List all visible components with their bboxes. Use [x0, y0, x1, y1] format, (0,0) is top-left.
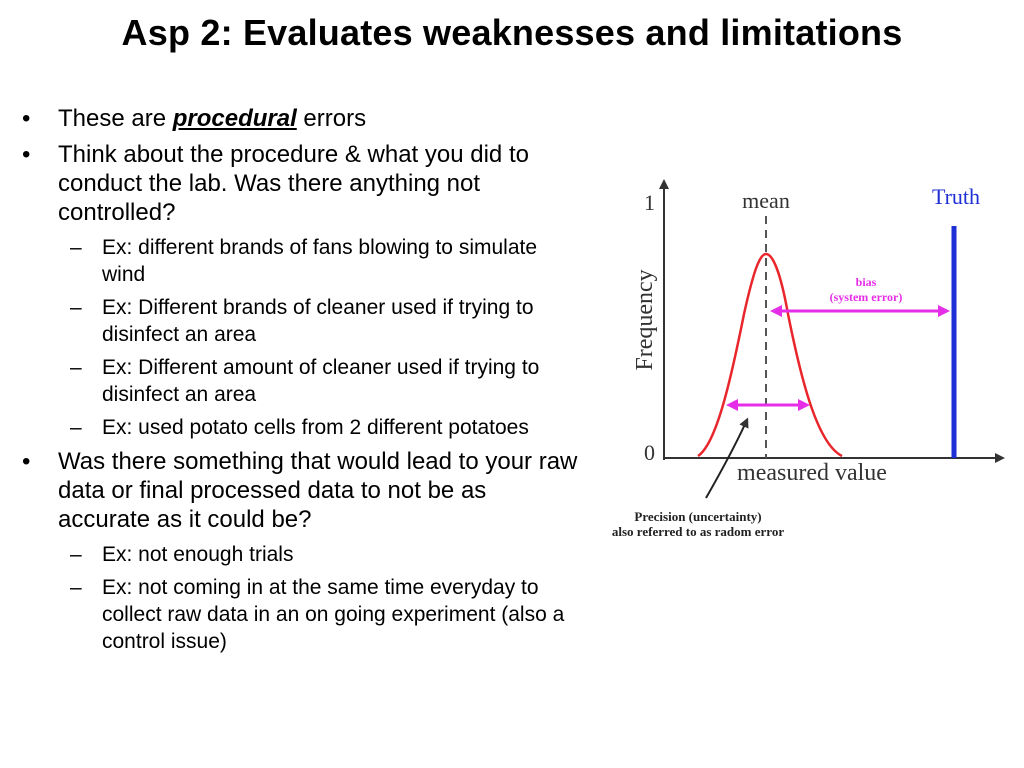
bullet-marker: • [22, 105, 31, 132]
dash-marker: – [70, 543, 82, 566]
sub-bullet-item: – Ex: used potato cells from 2 different… [22, 414, 582, 441]
sub-bullet-text: Ex: used potato cells from 2 different p… [102, 416, 529, 439]
sub-bullet-item: – Ex: not coming in at the same time eve… [22, 574, 582, 655]
dash-marker: – [70, 576, 82, 599]
precision-pointer [705, 417, 749, 499]
mean-label: mean [742, 188, 790, 213]
x-axis-label: measured value [737, 460, 887, 486]
slide-content: • These are procedural errors • Think ab… [22, 104, 582, 661]
sub-bullet-text: Ex: Different amount of cleaner used if … [102, 356, 540, 406]
bias-label-line2: (system error) [830, 290, 903, 304]
frequency-curve [697, 252, 843, 458]
sub-bullet-text: Ex: not enough trials [102, 543, 294, 566]
sub-bullet-item: – Ex: Different brands of cleaner used i… [22, 294, 582, 348]
bullet-text: Think about the procedure & what you did… [58, 141, 529, 226]
sub-bullet-item: – Ex: different brands of fans blowing t… [22, 234, 582, 288]
sub-bullet-text: Ex: different brands of fans blowing to … [102, 236, 538, 286]
bullet-item: • Think about the procedure & what you d… [22, 140, 582, 227]
bias-label-line1: bias [856, 275, 877, 289]
bullet-marker: • [22, 448, 31, 475]
accuracy-precision-diagram: 1 0 Frequency measured value mean Truth … [612, 179, 1005, 539]
bullet-item: • Was there something that would lead to… [22, 447, 582, 534]
precision-label-line1: Precision (uncertainty) [634, 509, 761, 524]
sub-bullet-text: Ex: not coming in at the same time every… [102, 576, 565, 653]
precision-label-line2: also referred to as radom error [612, 524, 784, 539]
y-axis-label: Frequency [632, 269, 658, 370]
dash-marker: – [70, 356, 82, 379]
sub-bullet-text: Ex: Different brands of cleaner used if … [102, 296, 534, 346]
bullet-text-suffix: errors [296, 105, 367, 132]
y-tick-top-label: 1 [644, 190, 655, 215]
dash-marker: – [70, 416, 82, 439]
bullet-text-prefix: These are [58, 105, 173, 132]
dash-marker: – [70, 296, 82, 319]
dash-marker: – [70, 236, 82, 259]
slide-title: Asp 2: Evaluates weaknesses and limitati… [121, 12, 903, 53]
bullet-item: • These are procedural errors [22, 104, 582, 133]
bullet-marker: • [22, 141, 31, 168]
y-tick-bottom-label: 0 [644, 440, 655, 465]
truth-label: Truth [932, 184, 980, 209]
sub-bullet-item: – Ex: Different amount of cleaner used i… [22, 354, 582, 408]
bullet-text: Was there something that would lead to y… [58, 448, 578, 533]
sub-bullet-item: – Ex: not enough trials [22, 541, 582, 568]
bullet-emphasis: procedural [172, 105, 297, 132]
